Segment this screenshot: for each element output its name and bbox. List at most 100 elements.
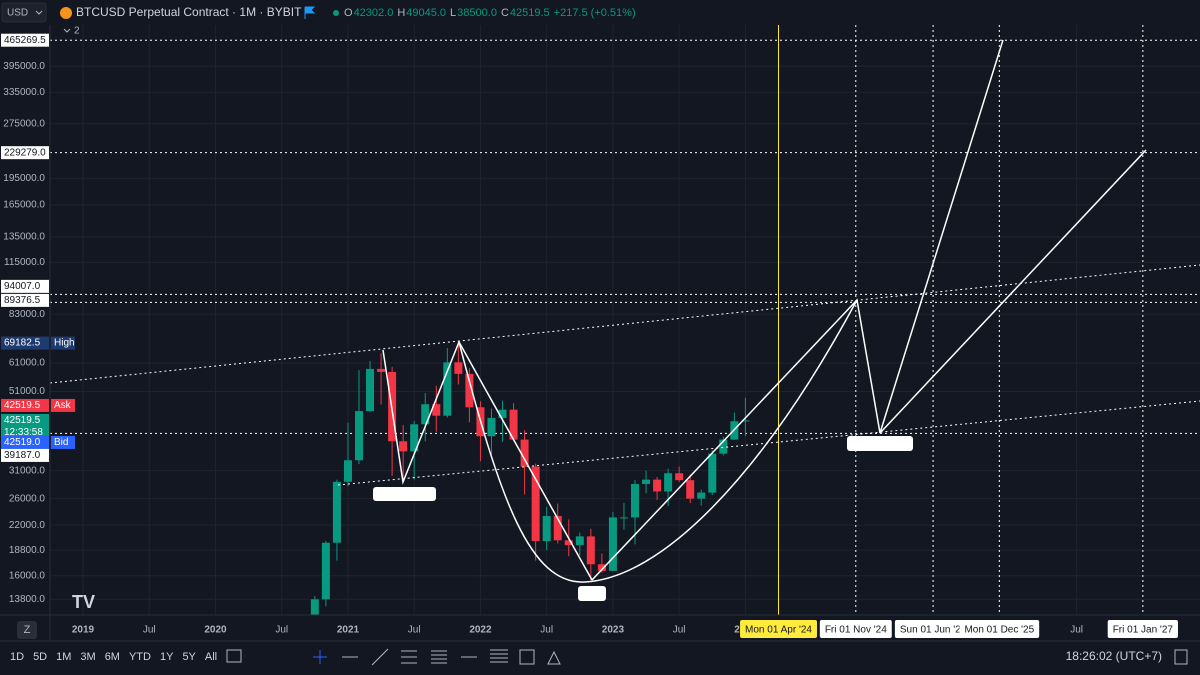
candle-body — [410, 424, 419, 452]
candle-body — [399, 441, 408, 452]
candle-body — [719, 439, 728, 454]
z-label[interactable]: Z — [24, 624, 31, 636]
pattern-icon[interactable] — [547, 650, 561, 665]
candle-body — [443, 362, 452, 416]
y-tick-label: 16000.0 — [9, 570, 46, 581]
timeframe[interactable]: 1D — [10, 651, 24, 663]
ohlc-key: C — [501, 7, 509, 19]
x-tick-label: 2019 — [72, 625, 95, 636]
price-axis — [0, 25, 50, 615]
y-tick-label: 135000.0 — [3, 231, 45, 242]
y-tick-label: 165000.0 — [3, 200, 45, 211]
fib-icon[interactable] — [401, 650, 417, 664]
date-marker — [894, 620, 972, 638]
timeframe[interactable]: 6M — [105, 651, 120, 663]
expand-icon[interactable] — [1174, 649, 1188, 665]
currency[interactable]: USD — [7, 8, 28, 19]
timeframe[interactable]: 5D — [33, 651, 47, 663]
ohlc-value: 42519.5 — [510, 7, 550, 19]
price-marker-label: 69182.5 — [4, 338, 41, 349]
flag[interactable] — [304, 6, 316, 19]
projection-2 — [879, 149, 1147, 434]
timeframe[interactable]: 1Y — [160, 651, 174, 663]
price-marker-tag-bg — [51, 336, 75, 350]
x-tick-label: Jul — [540, 625, 553, 636]
grid — [50, 25, 1200, 615]
y-tick-label: 115000.0 — [4, 257, 45, 268]
coin-icon — [60, 7, 72, 19]
timeframe[interactable]: YTD — [129, 651, 151, 663]
currency-select[interactable] — [1, 2, 47, 23]
price-marker — [1, 413, 49, 439]
date-marker-label: Sun 01 Jun '25 — [900, 625, 967, 636]
price-marker — [1, 146, 49, 160]
y-tick-label: 31000.0 — [9, 465, 46, 476]
date-marker — [1107, 620, 1178, 638]
candle-body — [343, 460, 352, 482]
candle-body — [520, 439, 529, 467]
candle-body — [509, 409, 518, 440]
ohlc-value: 38500.0 — [457, 7, 497, 19]
date-marker — [819, 620, 892, 638]
candle-body — [575, 536, 584, 546]
date-marker-label: Fri 01 Jan '27 — [1113, 625, 1174, 636]
price-marker-tag: High — [54, 338, 75, 349]
trend-icon[interactable] — [371, 648, 389, 666]
price-marker-tag: 12:33:58 — [4, 427, 43, 438]
candle-body — [377, 368, 386, 372]
timeframe[interactable]: All — [205, 651, 217, 663]
candle-body — [531, 466, 540, 542]
bottom-bar — [0, 641, 1200, 675]
price-marker-tag-bg — [51, 398, 75, 412]
timeframe[interactable]: 1M — [56, 651, 71, 663]
candle-body — [421, 404, 430, 425]
lower-trendline — [337, 400, 1200, 486]
date-marker — [959, 620, 1040, 638]
price-marker — [1, 435, 49, 449]
projection — [591, 39, 1004, 581]
x-tick-label: 2020 — [204, 625, 227, 636]
caret — [63, 28, 71, 33]
candle-body — [487, 417, 496, 437]
channel-icon[interactable] — [490, 649, 508, 663]
price-marker-label: 39187.0 — [4, 450, 41, 461]
candle-body — [675, 473, 684, 481]
guides — [50, 25, 1200, 615]
x-tick-label: Jul — [673, 625, 686, 636]
y-tick-label: 395000.0 — [3, 61, 45, 72]
timeframe[interactable]: 5Y — [182, 651, 196, 663]
z-button[interactable] — [17, 621, 37, 639]
rect-icon[interactable] — [519, 649, 535, 665]
candle-body — [564, 540, 573, 546]
clock: 18:26:02 (UTC+7) — [1066, 649, 1162, 663]
fib2-icon[interactable] — [431, 650, 447, 664]
candle-body — [653, 479, 662, 492]
price-marker — [1, 293, 49, 307]
range-icon[interactable] — [226, 649, 242, 663]
date-marker-label: Fri 01 Nov '24 — [825, 625, 887, 636]
candle-body — [321, 542, 330, 600]
caret — [35, 10, 43, 15]
indicator-count[interactable]: 2 — [74, 26, 80, 37]
note-box — [847, 436, 913, 451]
timeframe[interactable]: 3M — [80, 651, 95, 663]
candle-body — [631, 484, 639, 518]
y-tick-label: 22000.0 — [9, 520, 46, 531]
candle-body — [741, 420, 750, 422]
drawings — [50, 39, 1200, 601]
y-tick-label: 195000.0 — [3, 173, 45, 184]
symbol[interactable]: BTCUSD Perpetual Contract · 1M · BYBIT — [76, 5, 302, 19]
note-box — [373, 487, 436, 501]
cross-icon[interactable] — [313, 650, 327, 664]
candle-body — [686, 480, 695, 499]
price-marker-label: 42519.5 — [4, 415, 41, 426]
axes: 395000.0 335000.0 275000.0 195000.0 165000.0… — [1, 33, 1178, 638]
candle-body — [310, 599, 319, 615]
y-tick-label: 335000.0 — [3, 87, 45, 98]
ohlc-value: 42302.0 — [354, 7, 394, 19]
candle-body — [366, 368, 375, 412]
y-tick-label: 51000.0 — [9, 386, 46, 397]
ohlc-key: O — [344, 7, 353, 19]
candle-body — [642, 479, 651, 485]
